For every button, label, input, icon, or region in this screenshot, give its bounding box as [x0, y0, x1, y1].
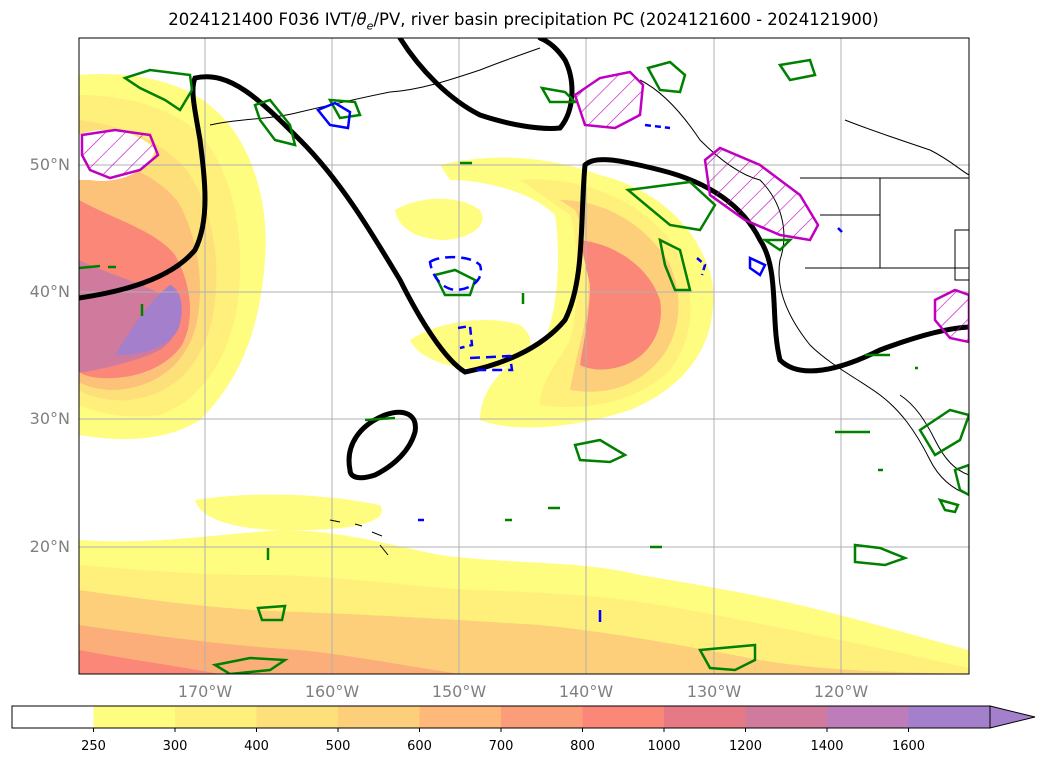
- colorbar-segment: [908, 706, 991, 728]
- colorbar-segment: [664, 706, 746, 728]
- colorbar-segment: [256, 706, 339, 728]
- colorbar-segment: [93, 706, 176, 728]
- colorbar-tick-label: 250: [81, 739, 106, 754]
- colorbar-segment: [12, 706, 94, 728]
- colorbar-segment: [338, 706, 420, 728]
- coastlines: [209, 47, 969, 556]
- colorbar-segment: [419, 706, 502, 728]
- pv-contour: [79, 38, 969, 481]
- colorbar-segment: [582, 706, 665, 728]
- lat-label-50n: 50°N: [29, 155, 70, 174]
- lon-label-160w: 160°W: [304, 682, 360, 701]
- colorbar-tick-label: 400: [244, 739, 269, 754]
- lon-label-120w: 120°W: [813, 682, 869, 701]
- lon-label-130w: 130°W: [686, 682, 742, 701]
- colorbar-tick-label: 800: [570, 739, 595, 754]
- lat-label-30n: 30°N: [29, 409, 70, 428]
- colorbar-segment: [827, 706, 909, 728]
- colorbar-segment: [175, 706, 257, 728]
- lat-label-20n: 20°N: [29, 537, 70, 556]
- colorbar-tick-label: 600: [407, 739, 432, 754]
- lat-label-40n: 40°N: [29, 282, 70, 301]
- colorbar-tick-label: 1000: [647, 739, 681, 754]
- negative-contours: [315, 101, 843, 622]
- colorbar-extend-arrow: [989, 705, 1036, 729]
- ivt-west-plume: [79, 74, 266, 440]
- colorbar-segment: [501, 706, 583, 728]
- colorbar-tick-label: 500: [325, 739, 351, 754]
- precip-pc-contours: [79, 58, 969, 674]
- graticule: [79, 38, 969, 674]
- colorbar: [11, 705, 1036, 732]
- colorbar-segment: [745, 706, 828, 728]
- lon-label-170w: 170°W: [177, 682, 233, 701]
- lon-label-150w: 150°W: [431, 682, 487, 701]
- colorbar-tick-label: 300: [162, 739, 188, 754]
- colorbar-tick-label: 1600: [891, 739, 926, 754]
- colorbar-tick-label: 1400: [810, 739, 844, 754]
- colorbar-tick-label: 1200: [728, 739, 763, 754]
- map-frame: [78, 37, 970, 675]
- colorbar-tick-label: 700: [488, 739, 514, 754]
- hatched-regions: [80, 70, 969, 344]
- map-title: 2024121400 F036 IVT/θe/PV, river basin p…: [168, 10, 879, 33]
- lon-label-140w: 140°W: [558, 682, 614, 701]
